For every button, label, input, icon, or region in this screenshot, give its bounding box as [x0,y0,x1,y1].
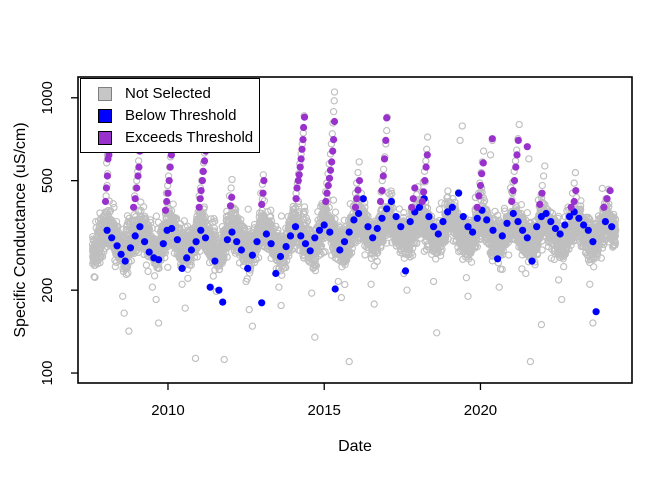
exceeds-threshold-points-group [101,112,614,214]
legend-item-below-threshold: Below Threshold [81,105,259,127]
x-axis-title: Date [338,438,372,455]
y-tick-label: 1000 [39,81,56,114]
y-tick-label: 500 [39,168,56,193]
y-tick-label: 100 [39,361,56,386]
y-tick-label: 200 [39,278,56,303]
y-axis-title: Specific Conductance (uS/cm) [12,122,29,338]
x-tick-label: 2015 [308,402,341,419]
plot-border [77,76,633,384]
legend-label-not-selected: Not Selected [125,85,211,102]
not-selected-swatch-icon [98,86,112,101]
plot-legend: Not Selected Below Threshold Exceeds Thr… [80,78,260,153]
axis-ticks: 2010 2015 2020 100 200 500 1000 [39,81,497,419]
legend-label-below-threshold: Below Threshold [125,107,237,124]
x-tick-label: 2020 [464,402,497,419]
legend-item-not-selected: Not Selected [81,83,259,105]
x-tick-label: 2010 [151,402,184,419]
legend-item-exceeds-threshold: Exceeds Threshold [81,127,259,149]
exceeds-threshold-swatch-icon [98,130,112,145]
below-threshold-swatch-icon [98,108,112,123]
legend-label-exceeds-threshold: Exceeds Threshold [125,129,254,146]
below-threshold-points-group [103,189,616,316]
